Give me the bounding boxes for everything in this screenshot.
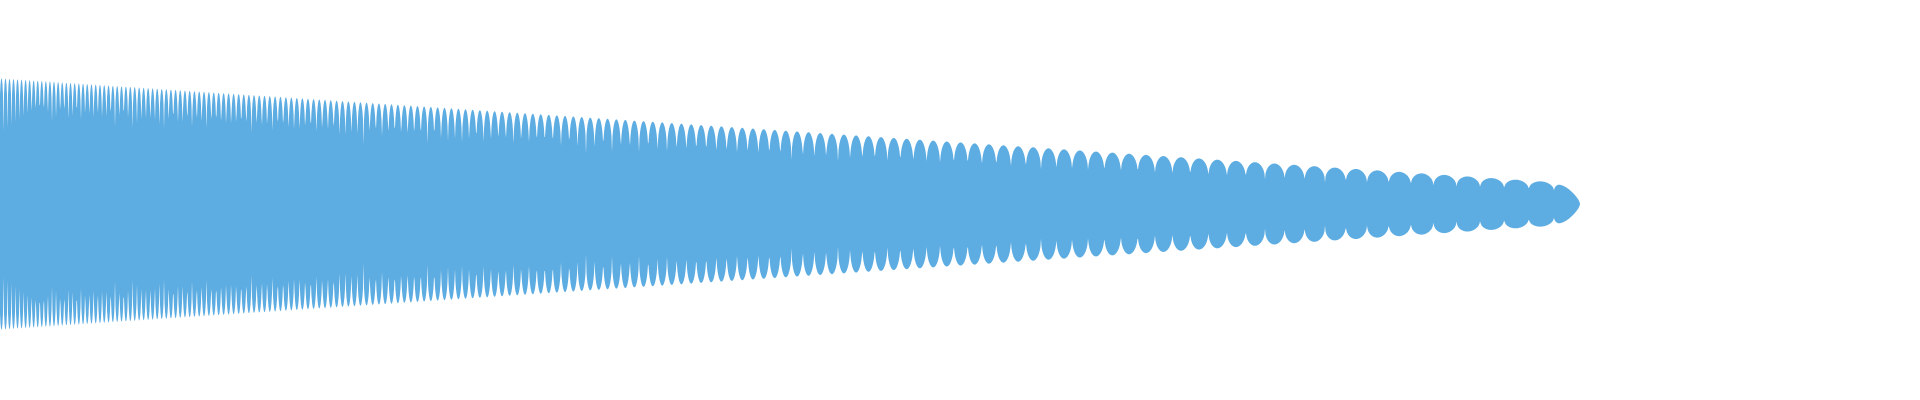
waveform xyxy=(0,78,1580,330)
